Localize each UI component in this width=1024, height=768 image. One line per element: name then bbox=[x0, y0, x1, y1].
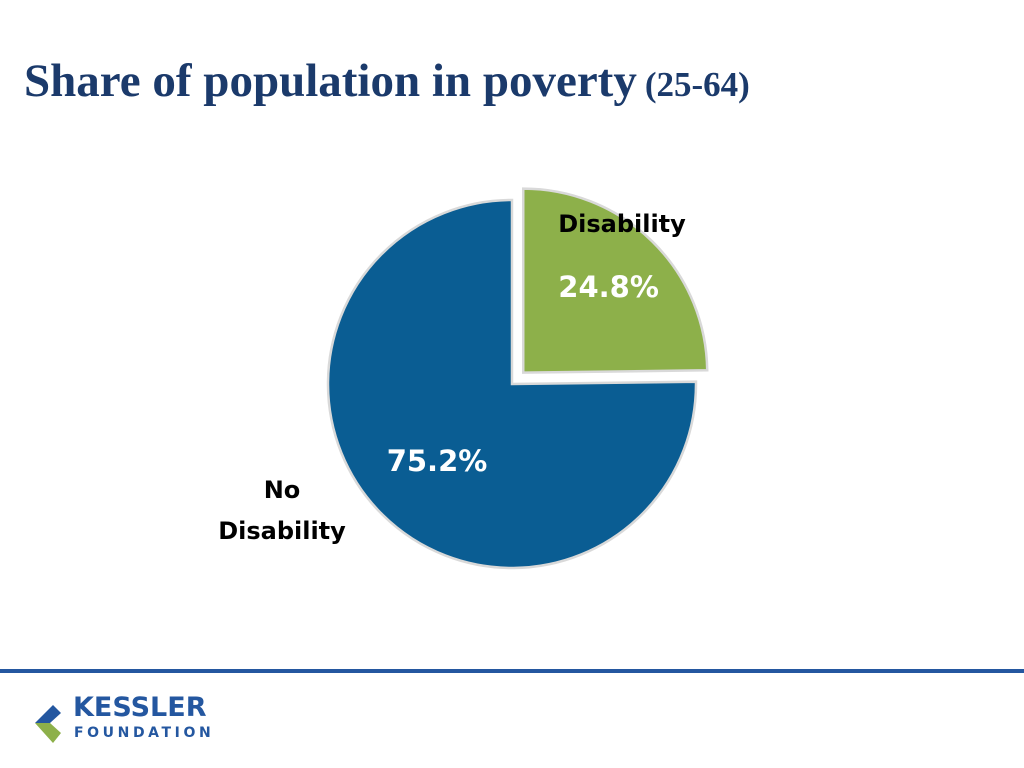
slide-title: Share of population in poverty (25-64) bbox=[24, 58, 750, 105]
slide-title-main: Share of population in poverty bbox=[24, 55, 637, 107]
data-label-disability: 24.8% bbox=[558, 270, 659, 304]
category-label-disability: Disability bbox=[558, 210, 686, 238]
slide-title-sub: (25-64) bbox=[644, 65, 750, 104]
footer-divider bbox=[0, 669, 1024, 673]
pie-chart: 24.8% Disability 75.2% No Disability bbox=[218, 187, 709, 570]
pie-slice-no-disability bbox=[326, 198, 698, 570]
category-label-no-disability: No Disability bbox=[218, 476, 346, 545]
logo-text-foundation: FOUNDATION bbox=[74, 725, 215, 741]
logo-text-kessler: KESSLER bbox=[73, 692, 207, 723]
pie-slice-disability bbox=[521, 187, 709, 374]
data-label-no-disability: 75.2% bbox=[387, 444, 488, 478]
kessler-foundation-logo: KESSLER FOUNDATION bbox=[33, 693, 223, 749]
kessler-logo-mark-icon bbox=[35, 705, 61, 743]
